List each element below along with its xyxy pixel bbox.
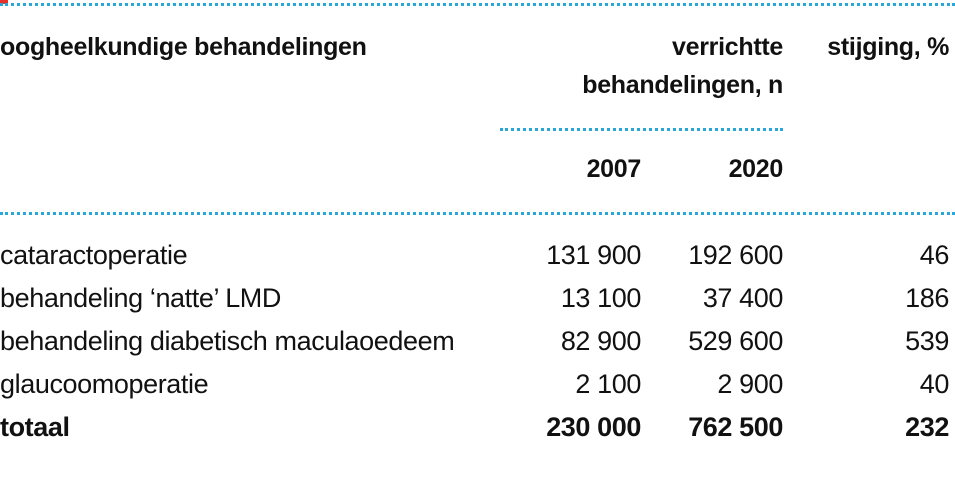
total-value-2020: 762 500	[688, 412, 783, 442]
row-value-2020: 529 600	[688, 326, 783, 356]
row-value-2020: 192 600	[688, 240, 783, 270]
header-count-group-line2: behandelingen, n	[582, 71, 783, 99]
row-label: behandeling diabetisch maculaoedeem	[0, 326, 455, 356]
row-value-2007: 13 100	[560, 283, 642, 313]
table-row: cataractoperatie 131 900 192 600 46	[0, 234, 955, 277]
row-value-2007: 2 100	[575, 369, 641, 399]
row-increase: 539	[905, 326, 949, 356]
row-value-2020: 37 400	[702, 283, 784, 313]
row-increase: 46	[919, 240, 950, 270]
row-value-2007: 131 900	[546, 240, 641, 270]
row-increase: 40	[919, 369, 950, 399]
total-label: totaal	[0, 412, 70, 442]
row-label: glaucoomoperatie	[0, 369, 209, 399]
header-increase: stijging, %	[827, 33, 949, 61]
total-row: totaal 230 000 762 500 232	[0, 406, 955, 449]
row-label: cataractoperatie	[0, 240, 188, 270]
header-year-2020: 2020	[728, 155, 784, 183]
table-row: behandeling diabetisch maculaoedeem 82 9…	[0, 320, 955, 363]
total-value-2007: 230 000	[546, 412, 641, 442]
count-group-divider	[500, 128, 783, 131]
corner-accent-mark	[0, 0, 8, 4]
header-count-group-line1: verrichtte	[672, 33, 783, 61]
row-increase: 186	[905, 283, 949, 313]
table-row: behandeling ‘natte’ LMD 13 100 37 400 18…	[0, 277, 955, 320]
top-divider	[0, 3, 955, 6]
table-body: cataractoperatie 131 900 192 600 46 beha…	[0, 234, 955, 449]
row-value-2020: 2 900	[717, 369, 783, 399]
row-value-2007: 82 900	[560, 326, 642, 356]
header-count-group: verrichtte behandelingen, n	[582, 28, 783, 104]
header-divider	[0, 212, 955, 215]
total-increase: 232	[905, 412, 949, 442]
row-label: behandeling ‘natte’ LMD	[0, 283, 281, 313]
header-year-2007: 2007	[586, 155, 642, 183]
table-row: glaucoomoperatie 2 100 2 900 40	[0, 363, 955, 406]
header-label: oogheelkundige behandelingen	[0, 33, 367, 61]
